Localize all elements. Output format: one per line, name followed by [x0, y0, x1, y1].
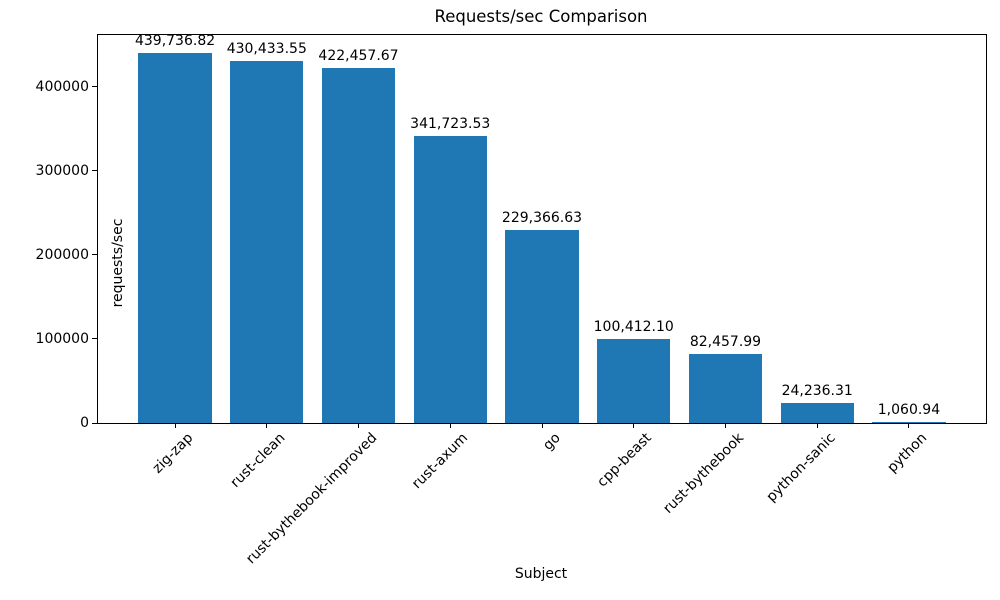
y-tick-mark [92, 170, 98, 172]
x-tick-label: python-sanic [763, 430, 839, 506]
x-tick-mark [724, 423, 726, 428]
x-tick-label: go [539, 430, 564, 454]
bar-go [505, 230, 579, 423]
bar-value-label: 229,366.63 [501, 210, 583, 227]
x-tick-label: cpp-beast [594, 430, 656, 491]
y-tick-label: 100000 [35, 330, 89, 347]
bar-value-label: 82,457.99 [689, 333, 762, 350]
x-tick-mark [449, 423, 451, 428]
y-tick-label: 200000 [35, 246, 89, 263]
y-tick-mark [92, 422, 98, 424]
x-tick-label: rust-axum [409, 430, 472, 493]
bar-python-sanic [780, 402, 854, 423]
x-tick-label: rust-clean [227, 430, 289, 491]
x-axis-label: Subject [514, 566, 568, 582]
bar-value-label: 430,433.55 [226, 41, 307, 58]
plot-area: requests/sec 0 100000 200000 300000 400000 43… [36, 33, 987, 567]
bar-value-label: 100,412.10 [593, 318, 674, 335]
y-tick-label: 300000 [35, 162, 89, 179]
y-axis-label: requests/sec [110, 218, 126, 308]
x-tick-mark [358, 423, 360, 428]
x-tick-mark [633, 423, 635, 428]
bar-value-label: 24,236.31 [781, 382, 853, 399]
x-tick-label: rust-bythebook [660, 430, 747, 517]
x-tick-mark [816, 423, 818, 428]
bar-rust-clean [230, 61, 304, 423]
bar-value-label: 1,060.94 [877, 402, 941, 418]
bar-rust-bythebook [688, 353, 763, 423]
y-tick-label: 0 [80, 415, 89, 431]
x-tick-mark [908, 423, 910, 428]
bar-value-label: 422,457.67 [318, 48, 399, 64]
y-tick-mark [92, 254, 98, 256]
y-tick-mark [92, 338, 98, 340]
x-tick-label: zig-zap [149, 430, 197, 477]
bar-rust-axum [413, 135, 487, 423]
bar-rust-bythebook-improved [321, 68, 396, 423]
bar-value-label: 341,723.53 [410, 115, 491, 132]
x-tick-mark [266, 423, 268, 428]
bar-python [872, 422, 946, 423]
x-tick-label: python [884, 430, 931, 476]
bar-cpp-beast [597, 338, 671, 423]
y-tick-mark [92, 86, 98, 88]
x-tick-mark [174, 423, 176, 428]
x-tick-mark [541, 423, 543, 428]
bar-value-label: 439,736.82 [134, 33, 216, 50]
chart-title: Requests/sec Comparison [434, 7, 648, 26]
bar-zig-zap [138, 53, 212, 423]
y-tick-label: 400000 [35, 78, 89, 95]
